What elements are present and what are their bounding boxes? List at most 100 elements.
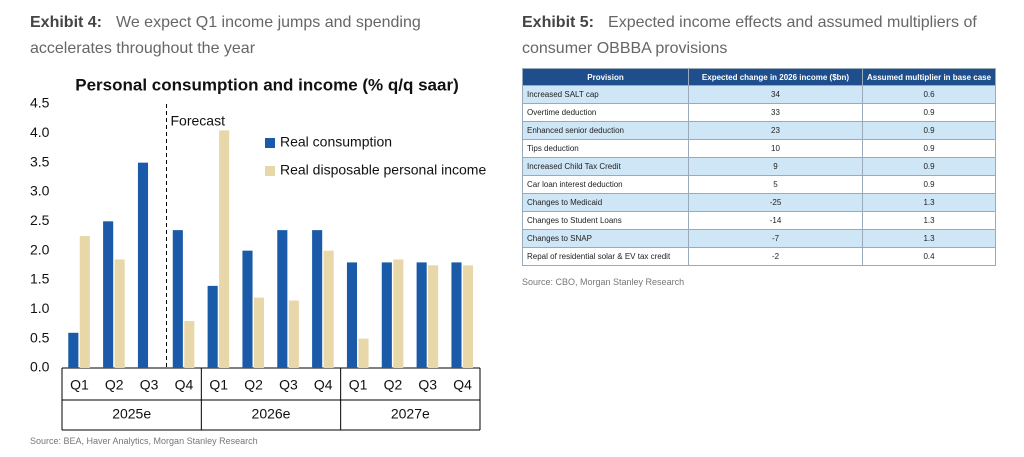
y-tick-label: 2.0 <box>30 241 50 257</box>
table-cell: Changes to Student Loans <box>522 211 689 230</box>
column-header: Assumed multiplier in base case <box>861 68 997 86</box>
header-row: Provision Expected change in 2026 income … <box>522 68 997 86</box>
y-tick-label: 3.0 <box>30 183 50 199</box>
table-cell: -2 <box>688 247 863 266</box>
x-tick-label: Q1 <box>209 377 228 393</box>
chart-title: Personal consumption and income (% q/q s… <box>75 75 459 94</box>
bar <box>358 338 369 368</box>
group-label: 2027e <box>391 406 430 422</box>
table-cell: Repal of residential solar & EV tax cred… <box>522 247 689 266</box>
x-tick-label: Q1 <box>349 377 368 393</box>
bar <box>114 259 125 368</box>
y-tick-label: 3.5 <box>30 153 50 169</box>
table-row: Increased SALT cap 34 0.6 <box>522 85 997 104</box>
x-tick-label: Q3 <box>140 377 159 393</box>
y-tick-label: 1.5 <box>30 271 50 287</box>
table-row: Car loan interest deduction 5 0.9 <box>522 175 997 194</box>
table-cell: 5 <box>688 175 863 194</box>
table-cell: -14 <box>688 211 863 230</box>
bar <box>462 265 474 368</box>
table-cell: 0.9 <box>861 121 997 140</box>
exhibit-5-title: Exhibit 5: Expected income effects and as… <box>522 10 977 62</box>
x-tick-label: Q4 <box>314 377 333 393</box>
y-tick-label: 0.5 <box>30 329 50 345</box>
table: Provision Expected change in 2026 income … <box>522 68 997 266</box>
bar <box>184 321 195 368</box>
table-row: Overtime deduction 33 0.9 <box>522 103 997 122</box>
table-cell: 33 <box>688 103 863 122</box>
exhibit-4-title: Exhibit 4: We expect Q1 income jumps and … <box>30 10 421 62</box>
exhibit-text: We expect Q1 income jumps and spending <box>116 14 421 31</box>
bar <box>207 285 218 368</box>
exhibit-text: consumer OBBBA provisions <box>522 40 728 57</box>
exhibit-text: accelerates throughout the year <box>30 40 256 57</box>
y-tick-label: 4.5 <box>30 95 50 111</box>
table-row: Repal of residential solar & EV tax cred… <box>522 247 997 266</box>
y-tick-label: 1.0 <box>30 300 50 316</box>
table-cell: 0.4 <box>861 247 997 266</box>
bar <box>79 236 90 368</box>
source: Source: CBO, Morgan Stanley Research <box>522 277 685 287</box>
bar <box>428 265 439 368</box>
exhibit-text: Expected income effects and assumed mult… <box>608 14 977 31</box>
table-cell: 0.9 <box>861 175 997 194</box>
bar <box>346 262 358 368</box>
x-tick-label: Q2 <box>244 377 263 393</box>
bar <box>451 262 462 368</box>
bar <box>393 259 404 368</box>
table-cell: 1.3 <box>861 229 997 248</box>
bar <box>288 300 299 368</box>
x-tick-label: Q4 <box>175 377 194 393</box>
legend-label: Real disposable personal income <box>280 162 486 178</box>
x-tick-label: Q3 <box>279 377 298 393</box>
table-row: Tips deduction 10 0.9 <box>522 139 997 158</box>
table-cell: Car loan interest deduction <box>522 175 689 194</box>
bar <box>277 230 288 368</box>
table-cell: 0.6 <box>861 85 997 104</box>
column-header: Provision <box>522 68 689 86</box>
table-cell: 0.9 <box>861 103 997 122</box>
group-label: 2025e <box>112 406 151 422</box>
chart: Personal consumption and income (% q/q s… <box>30 75 486 431</box>
table-cell: Overtime deduction <box>522 103 689 122</box>
bar <box>323 250 334 368</box>
table-cell: 23 <box>688 121 863 140</box>
bar <box>219 130 230 368</box>
bar <box>172 230 183 368</box>
bar <box>416 262 427 368</box>
bar <box>242 250 253 368</box>
group-label: 2026e <box>252 406 291 422</box>
y-tick-label: 2.5 <box>30 212 50 228</box>
table-row: Changes to Medicaid -25 1.3 <box>522 193 997 212</box>
table-cell: Changes to Medicaid <box>522 193 689 212</box>
table-cell: Enhanced senior deduction <box>522 121 689 140</box>
table-cell: 34 <box>688 85 863 104</box>
table-row: Changes to Student Loans -14 1.3 <box>522 211 997 230</box>
table-cell: 0.9 <box>861 157 997 176</box>
legend-label: Real consumption <box>280 134 392 150</box>
bar <box>103 221 114 368</box>
bar <box>68 332 79 368</box>
x-tick-label: Q2 <box>384 377 403 393</box>
table-cell: Changes to SNAP <box>522 229 689 248</box>
table-row: Increased Child Tax Credit 9 0.9 <box>522 157 997 176</box>
table-row: Changes to SNAP -7 1.3 <box>522 229 997 248</box>
table-cell: -7 <box>688 229 863 248</box>
table-cell: 0.9 <box>861 139 997 158</box>
bar <box>312 230 323 368</box>
table-cell: 1.3 <box>861 193 997 212</box>
table-cell: 9 <box>688 157 863 176</box>
bar <box>137 162 149 368</box>
legend-swatch <box>265 138 275 148</box>
y-tick-label: 0.0 <box>30 359 50 375</box>
legend-swatch <box>265 166 275 176</box>
table-cell: 1.3 <box>861 211 997 230</box>
exhibit-label: Exhibit 5: <box>522 14 595 31</box>
exhibit-label: Exhibit 4: <box>30 14 103 31</box>
annotation: Forecast <box>171 113 226 129</box>
table-cell: Increased SALT cap <box>522 85 689 104</box>
column-header: Expected change in 2026 income ($bn) <box>688 68 863 86</box>
x-tick-label: Q3 <box>418 377 437 393</box>
table-cell: -25 <box>688 193 863 212</box>
